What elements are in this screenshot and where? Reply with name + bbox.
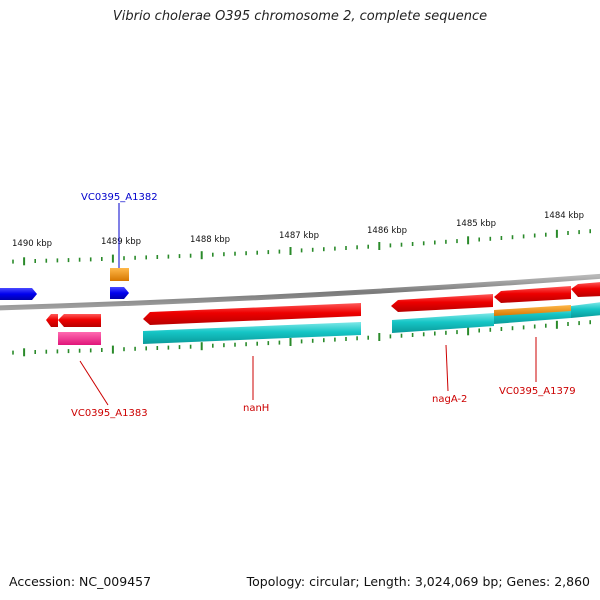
gene-track bbox=[58, 302, 600, 345]
gene-feature[interactable] bbox=[571, 302, 600, 318]
pink-feature[interactable] bbox=[58, 332, 101, 345]
reverse-gene-arrow-nagA2[interactable] bbox=[391, 294, 493, 312]
tick-label: 1488 kbp bbox=[190, 235, 230, 245]
tick-label: 1489 kbp bbox=[101, 237, 141, 247]
tick-marks-bottom bbox=[12, 320, 592, 357]
reverse-strand-cds bbox=[46, 282, 600, 327]
gene-label-a1379[interactable]: VC0395_A1379 bbox=[499, 386, 576, 397]
gene-label-nanH[interactable]: nanH bbox=[243, 403, 269, 414]
map-title: Vibrio cholerae O395 chromosome 2, compl… bbox=[112, 9, 488, 24]
gene-label-a1383[interactable]: VC0395_A1383 bbox=[71, 408, 148, 419]
chromosome-backbone bbox=[0, 273, 600, 311]
orange-feature[interactable] bbox=[110, 268, 129, 281]
topology-stats: Topology: circular; Length: 3,024,069 bp… bbox=[246, 574, 590, 589]
reverse-gene-arrow[interactable] bbox=[571, 282, 600, 297]
accession-text: Accession: NC_009457 bbox=[9, 574, 152, 589]
leader-nagA2 bbox=[445, 344, 449, 392]
tick-marks-top bbox=[12, 229, 592, 266]
gene-feature-nagA2[interactable] bbox=[392, 313, 494, 333]
gene-feature-nanH[interactable] bbox=[143, 322, 361, 344]
orange-feature[interactable] bbox=[494, 305, 571, 316]
tick-label: 1486 kbp bbox=[367, 226, 407, 236]
leader-a1383 bbox=[79, 360, 109, 406]
gene-labels: VC0395_A1382 VC0395_A1383 nanH nagA-2 VC… bbox=[71, 192, 576, 419]
forward-gene-arrow-a1382[interactable] bbox=[110, 287, 129, 299]
tick-label: 1485 kbp bbox=[456, 219, 496, 229]
reverse-gene-arrow-a1379[interactable] bbox=[494, 286, 571, 303]
reverse-gene-arrow-a1383[interactable] bbox=[58, 314, 101, 327]
gene-label-a1382[interactable]: VC0395_A1382 bbox=[81, 192, 158, 203]
tick-label: 1487 kbp bbox=[279, 231, 319, 241]
gene-label-nagA2[interactable]: nagA-2 bbox=[432, 394, 467, 405]
reverse-gene-arrow[interactable] bbox=[46, 314, 58, 327]
tick-label: 1484 kbp bbox=[544, 211, 584, 221]
label-leaders bbox=[79, 203, 537, 406]
reverse-gene-arrow-nanH[interactable] bbox=[143, 303, 361, 325]
forward-strand-features bbox=[0, 268, 129, 300]
tick-labels: 1490 kbp 1489 kbp 1488 kbp 1487 kbp 1486… bbox=[12, 211, 584, 249]
tick-label: 1490 kbp bbox=[12, 239, 52, 249]
forward-gene-arrow[interactable] bbox=[0, 288, 37, 300]
